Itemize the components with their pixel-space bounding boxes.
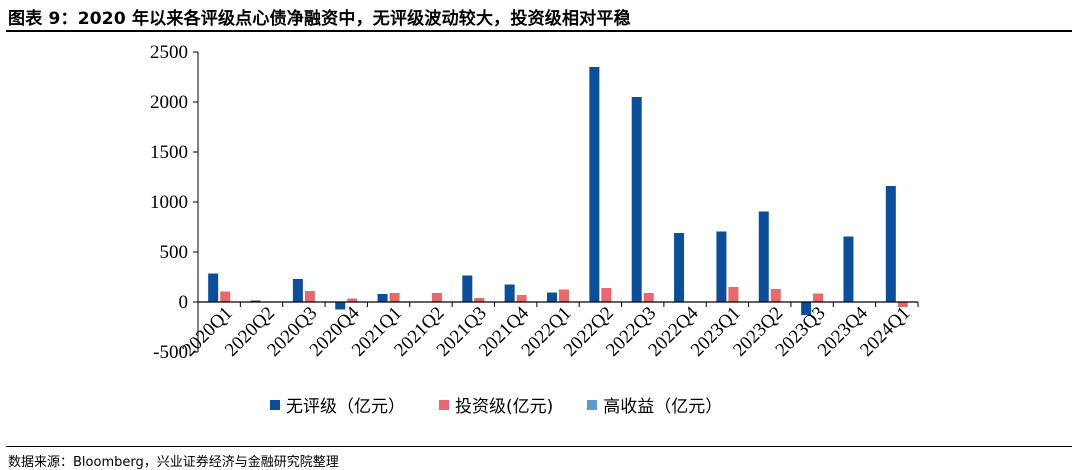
legend-item-investment-grade: 投资级(亿元) (439, 392, 553, 417)
y-tick-label: 500 (160, 242, 189, 263)
bar-investment-grade (770, 289, 781, 302)
bar-investment-grade (389, 293, 400, 302)
bar-unrated (758, 211, 769, 302)
y-tick-label: 1000 (150, 192, 188, 213)
bar-unrated (504, 284, 515, 302)
bar-investment-grade (559, 289, 569, 302)
y-tick-label: 2000 (150, 92, 188, 113)
bar-investment-grade (601, 288, 612, 302)
bar-unrated (843, 236, 854, 302)
legend-item-unrated: 无评级（亿元） (270, 392, 405, 417)
bar-unrated (801, 302, 812, 315)
figure-title: 图表 9：2020 年以来各评级点心债净融资中，无评级波动较大，投资级相对平稳 (8, 9, 631, 29)
legend-label-unrated: 无评级（亿元） (286, 397, 405, 417)
bar-investment-grade (728, 287, 739, 302)
source-rule (6, 446, 1072, 447)
bar-investment-grade (474, 298, 485, 302)
y-tick-label: 1500 (150, 142, 188, 163)
bar-unrated (674, 233, 685, 302)
legend-label-high-yield: 高收益（亿元） (603, 397, 723, 417)
y-tick-label: -500 (153, 342, 188, 363)
bar-investment-grade (813, 293, 824, 302)
y-tick-label: 2500 (150, 42, 188, 63)
title-rule (6, 30, 1072, 32)
bar-investment-grade (643, 293, 654, 302)
bar-investment-grade (431, 293, 442, 302)
bar-unrated (589, 67, 600, 302)
bar-unrated (335, 302, 346, 310)
bar-unrated (292, 279, 303, 302)
bar-investment-grade (347, 298, 358, 302)
legend-swatch-unrated (270, 399, 280, 410)
bar-unrated (631, 97, 642, 302)
legend: 无评级（亿元） 投资级(亿元) 高收益（亿元） (270, 392, 722, 417)
bar-unrated (377, 294, 388, 302)
bar-unrated (716, 231, 727, 302)
bar-investment-grade (516, 295, 527, 302)
legend-label-investment-grade: 投资级(亿元) (455, 397, 554, 417)
bar-unrated (208, 273, 219, 302)
bar-unrated (885, 186, 896, 302)
bar-investment-grade (220, 291, 231, 302)
bar-chart: -500050010001500200025002020Q12020Q22020… (150, 42, 919, 363)
legend-swatch-investment-grade (439, 399, 449, 410)
bar-unrated (547, 292, 557, 302)
legend-swatch-high-yield (587, 399, 598, 410)
bar-investment-grade (897, 302, 908, 307)
bar-investment-grade (304, 291, 315, 302)
legend-item-high-yield: 高收益（亿元） (587, 392, 722, 417)
source-note: 数据来源：Bloomberg，兴业证券经济与金融研究院整理 (8, 455, 339, 470)
bar-unrated (462, 275, 473, 302)
bar-unrated (250, 300, 261, 302)
y-tick-label: 0 (179, 292, 189, 313)
